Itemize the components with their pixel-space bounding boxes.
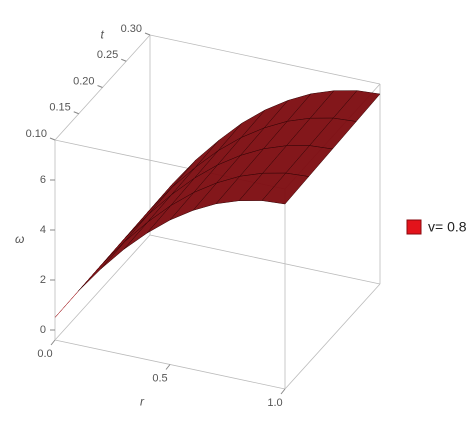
surface-patch — [77, 241, 125, 292]
y-tick-label: 0.25 — [97, 49, 118, 61]
z-tick-label: 6 — [40, 174, 46, 186]
axes-box — [54, 34, 381, 390]
y-tick — [121, 58, 127, 62]
box-edge — [284, 283, 381, 390]
z-axis-title: ω — [15, 232, 24, 246]
x-tick-label: 0.5 — [152, 372, 167, 384]
x-tick — [165, 364, 171, 370]
y-tick — [144, 32, 151, 36]
surface-patch — [123, 205, 171, 250]
surface — [54, 90, 381, 318]
box-edge — [149, 34, 381, 85]
x-axis-title: r — [140, 395, 145, 409]
y-axis-title: t — [101, 28, 105, 42]
y-tick-label: 0.30 — [121, 23, 142, 35]
surface-patch — [101, 214, 149, 265]
legend-swatch — [406, 219, 422, 235]
z-tick-label: 4 — [40, 224, 46, 236]
surface-patch — [261, 172, 310, 205]
y-tick — [73, 111, 79, 115]
box-edge — [149, 234, 381, 285]
y-tick — [97, 85, 103, 88]
x-tick — [50, 339, 56, 346]
axis-labels: 0.0 0.5 1.0 0.10 0.15 0.20 0.25 0.30 0 2 4 6 r t ω — [15, 23, 286, 409]
box-edge — [54, 234, 151, 341]
legend-label: v= 0.8 — [428, 219, 467, 235]
z-tick-label: 0 — [40, 324, 46, 336]
x-tick — [280, 388, 286, 395]
y-tick-label: 0.20 — [73, 75, 94, 87]
x-tick-label: 0.0 — [37, 348, 52, 360]
y-tick — [49, 137, 56, 141]
x-tick-label: 1.0 — [267, 397, 282, 409]
z-tick-label: 2 — [40, 274, 46, 286]
y-tick-label: 0.15 — [49, 102, 70, 114]
y-tick-label: 0.10 — [26, 128, 47, 140]
